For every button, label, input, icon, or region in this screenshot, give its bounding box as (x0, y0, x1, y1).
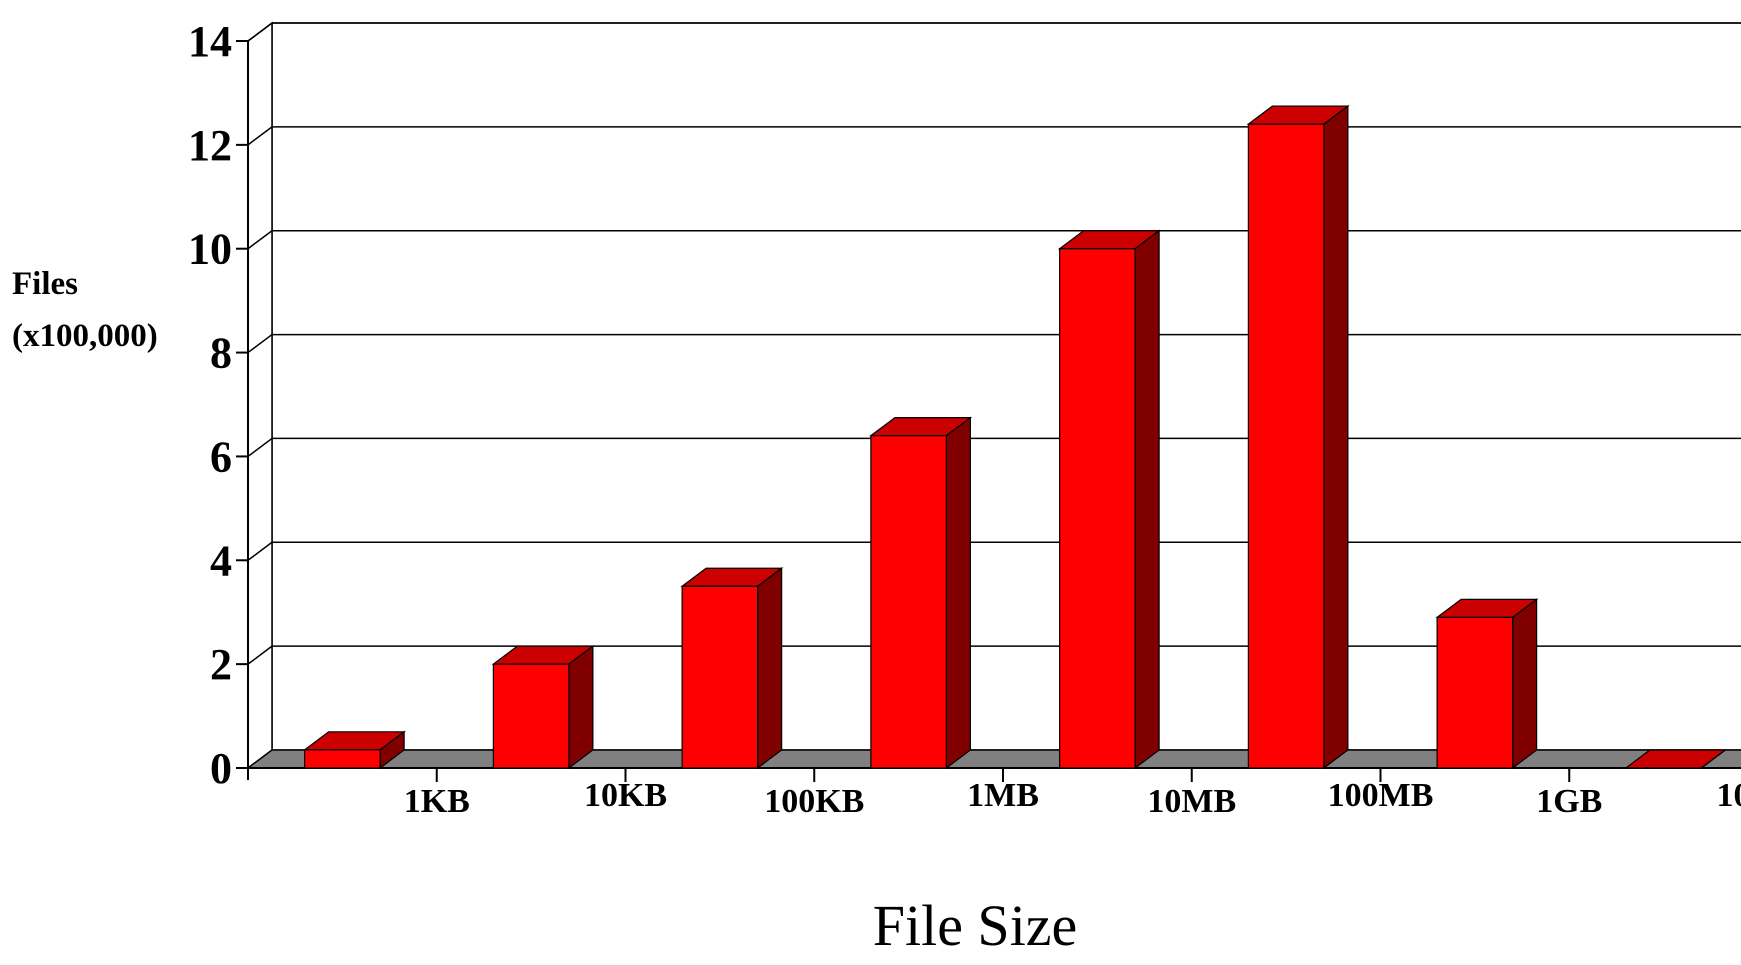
bar-front (304, 749, 381, 769)
y-tick-label: 4 (210, 536, 232, 585)
label-layer: 0 2 4 6 8 10 12 14 1KB 10KB 100KB 1MB 10MB 100MB 1GB 10… (188, 17, 1741, 820)
x-tick-label: 100MB (1328, 777, 1434, 814)
bar (869, 416, 973, 770)
bar-front (1247, 123, 1325, 769)
x-tick-label: 1GB (1536, 783, 1602, 820)
y-tick-label: 2 (210, 640, 232, 689)
y-tick-label: 6 (210, 432, 232, 481)
bar-front (1436, 616, 1514, 769)
bar-side (568, 644, 594, 770)
gridline-diagonal (247, 126, 273, 146)
y-tick-label: 8 (210, 329, 232, 378)
bar (1435, 598, 1539, 770)
bar-front (681, 585, 759, 769)
bar-side (1512, 598, 1538, 770)
bar-front (492, 663, 570, 769)
x-axis-title: File Size (873, 893, 1078, 958)
gridline-diagonal (247, 437, 273, 458)
bar (491, 644, 595, 770)
y-tick-label: 12 (188, 121, 232, 170)
gridline-diagonal (247, 541, 273, 561)
bar (680, 567, 784, 770)
bar (1246, 104, 1350, 770)
y-axis-label-line-1: Files (12, 266, 78, 302)
side-wall (247, 21, 273, 770)
bar-side (1134, 229, 1160, 770)
bar-front (1059, 248, 1136, 769)
gridline-diagonal (247, 230, 273, 250)
x-tick-label: 10KB (584, 777, 667, 814)
x-tick-label: 1KB (404, 783, 470, 820)
bar-front (870, 435, 947, 769)
grid-layer (247, 21, 1741, 770)
bar-layer (302, 104, 1728, 770)
bar (302, 730, 406, 770)
y-tick-label: 0 (210, 744, 232, 793)
x-tick-label: 10MB (1147, 783, 1236, 820)
bar-side (757, 567, 783, 770)
bar-side (1323, 104, 1349, 770)
x-tick-label: 1MB (967, 777, 1039, 814)
x-tick-label: 100KB (764, 783, 864, 820)
bar (1624, 749, 1728, 769)
bar (1057, 229, 1161, 770)
x-tick-label: 10GB (1716, 777, 1741, 814)
gridline-diagonal (247, 22, 273, 42)
gridline-diagonal (247, 645, 273, 665)
gridline-diagonal (247, 333, 273, 354)
bar-side (945, 416, 971, 770)
bar-side (1701, 749, 1726, 769)
y-axis-label-line-2: (x100,000) (12, 318, 158, 354)
y-tick-label: 14 (188, 17, 232, 66)
y-tick-label: 10 (188, 225, 232, 274)
